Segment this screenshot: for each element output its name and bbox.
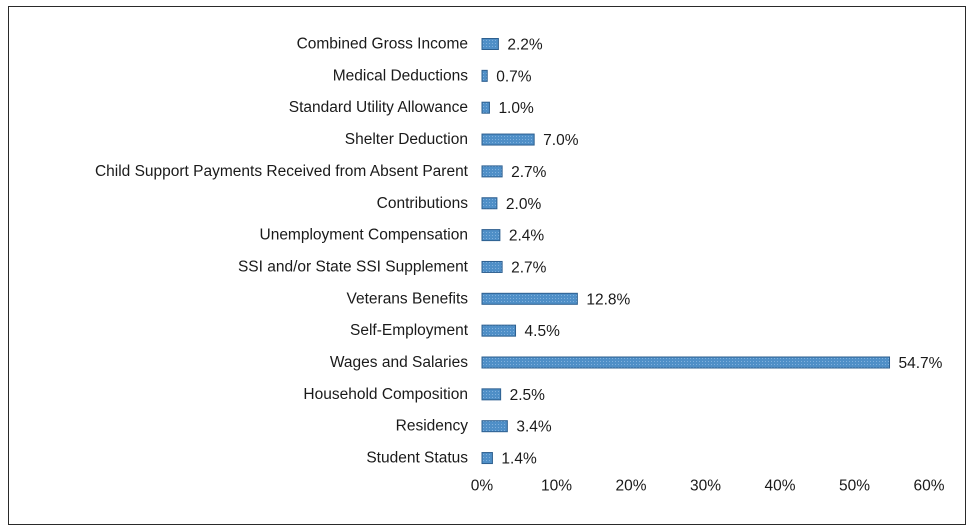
value-label: 2.5% [510,387,546,404]
x-tick-label: 20% [615,478,646,495]
category-label: Child Support Payments Received from Abs… [95,163,469,180]
x-tick-label: 60% [913,478,944,495]
value-label: 1.4% [501,451,537,468]
value-label: 2.2% [507,37,543,54]
value-label: 2.7% [511,164,547,181]
bar [481,324,517,337]
bar [481,388,502,401]
value-label: 2.0% [506,196,542,213]
category-label: Unemployment Compensation [260,227,469,244]
category-label: Standard Utility Allowance [289,99,468,116]
category-labels: Combined Gross Income Medical Deductions S… [95,36,469,467]
bars-layer [481,38,891,465]
category-label: Wages and Salaries [330,354,468,371]
value-label: 7.0% [543,132,579,149]
bar [481,356,891,369]
category-label: Shelter Deduction [345,131,468,148]
value-label: 12.8% [586,291,630,308]
value-label: 4.5% [525,323,561,340]
bar [481,101,490,114]
category-label: Combined Gross Income [297,36,468,53]
category-label: Student Status [366,450,468,467]
x-axis-ticks: 0% 10% 20% 30% 40% 50% 60% [471,478,945,495]
bar [481,260,503,273]
category-label: Veterans Benefits [347,290,469,307]
x-tick-label: 10% [541,478,572,495]
value-label: 54.7% [899,355,943,372]
bar [481,229,501,242]
chart-frame: Combined Gross Income Medical Deductions S… [8,6,966,525]
category-label: SSI and/or State SSI Supplement [238,258,469,275]
value-label: 0.7% [496,68,532,85]
bar [481,133,535,146]
value-label: 1.0% [498,100,534,117]
value-label: 2.4% [509,228,545,245]
bar [481,165,503,178]
category-label: Contributions [377,195,469,212]
bar [481,452,493,465]
value-labels: 2.2% 0.7% 1.0% 7.0% 2.7% 2.0% 2.4% 2.7% 12.8% 4.5… [496,37,942,468]
x-tick-label: 40% [764,478,795,495]
x-tick-label: 0% [471,478,494,495]
category-label: Residency [396,418,469,435]
value-label: 3.4% [516,419,552,436]
x-tick-label: 30% [690,478,721,495]
category-label: Household Composition [303,386,468,403]
bar [481,38,499,50]
category-label: Self-Employment [350,322,469,339]
horizontal-bar-chart: Combined Gross Income Medical Deductions S… [95,36,945,495]
bar [481,420,508,433]
x-tick-label: 50% [839,478,870,495]
bar [481,69,488,82]
category-label: Medical Deductions [333,67,469,84]
bar [481,292,578,305]
bar [481,197,498,210]
value-label: 2.7% [511,259,547,276]
